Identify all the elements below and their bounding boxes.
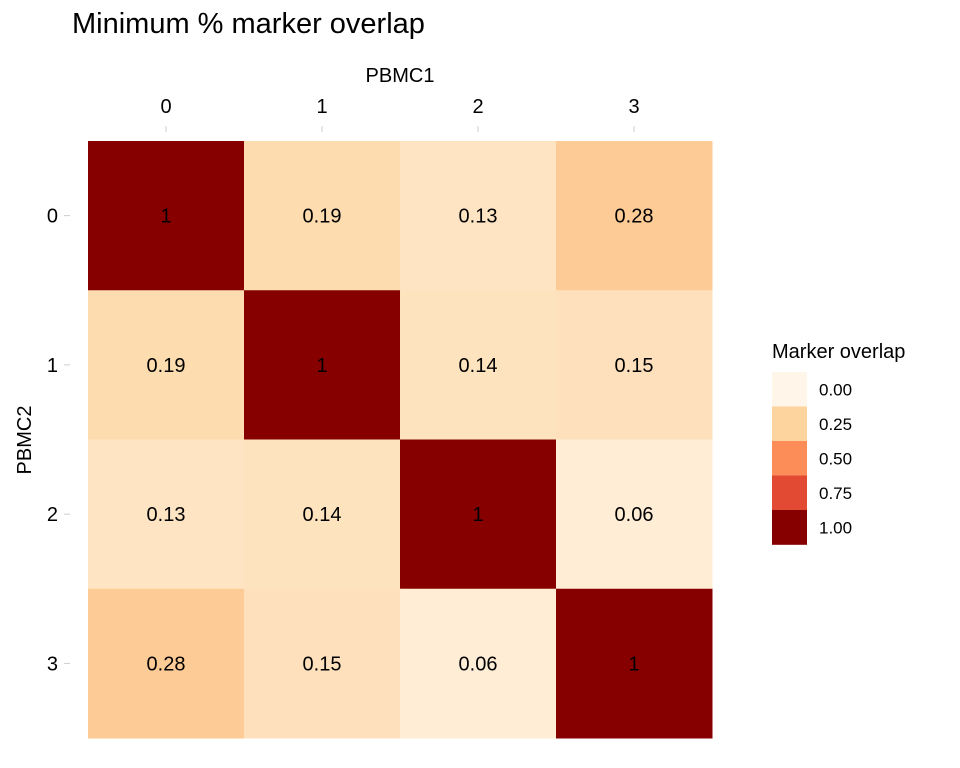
heatmap-cell <box>244 588 401 739</box>
heatmap-cell <box>88 290 245 440</box>
heatmap-cell <box>244 439 401 590</box>
x-tick-label: 1 <box>316 96 327 118</box>
cell-value-label: 0.28 <box>147 653 186 675</box>
heatmap-cell <box>556 439 713 590</box>
cell-value-label: 0.13 <box>459 206 498 228</box>
cell-value-label: 1 <box>316 355 327 377</box>
legend: Marker overlap 0.00 0.25 0.50 0.75 1.00 <box>772 341 905 545</box>
x-tick-label: 3 <box>628 96 639 118</box>
cell-value-label: 0.06 <box>459 653 498 675</box>
legend-break-label: 0.50 <box>819 449 852 468</box>
legend-color-key <box>772 372 807 407</box>
legend-title: Marker overlap <box>772 341 905 363</box>
heatmap-cell <box>556 290 713 440</box>
cell-value-label: 0.15 <box>615 355 654 377</box>
heatmap-cell <box>556 588 713 739</box>
chart-title: Minimum % marker overlap <box>72 8 425 40</box>
cell-value-label: 0.19 <box>303 206 342 228</box>
cell-value-label: 1 <box>472 504 483 526</box>
y-tick-label: 3 <box>47 653 58 675</box>
heatmap-cell <box>400 290 557 440</box>
y-axis: 0 1 2 3 <box>47 206 70 675</box>
heatmap-cell <box>88 141 245 291</box>
legend-color-key <box>772 510 807 545</box>
cell-value-label: 0.15 <box>303 653 342 675</box>
heatmap-cell <box>556 141 713 291</box>
y-axis-title: PBMC2 <box>14 406 36 475</box>
y-tick-label: 1 <box>47 355 58 377</box>
x-axis-title: PBMC1 <box>366 65 435 87</box>
legend-break-label: 1.00 <box>819 518 852 537</box>
y-tick-label: 2 <box>47 504 58 526</box>
heatmap-cell-labels: 1 0.19 0.13 0.28 0.19 1 0.14 0.15 0.13 0.14 1 0.06 0… <box>147 206 654 676</box>
cell-value-label: 0.14 <box>303 504 342 526</box>
y-tick-label: 0 <box>47 206 58 228</box>
x-axis: 0 1 2 3 <box>160 96 640 132</box>
heatmap-cell <box>400 141 557 291</box>
cell-value-label: 0.28 <box>615 206 654 228</box>
cell-value-label: 1 <box>628 653 639 675</box>
heatmap-cell <box>88 588 245 739</box>
heatmap-cell <box>244 141 401 291</box>
legend-color-key <box>772 406 807 442</box>
cell-value-label: 0.06 <box>615 504 654 526</box>
x-tick-label: 0 <box>160 96 171 118</box>
cell-value-label: 1 <box>160 206 171 228</box>
legend-color-key <box>772 475 807 511</box>
cell-value-label: 0.13 <box>147 504 186 526</box>
x-tick-label: 2 <box>472 96 483 118</box>
legend-color-key <box>772 441 807 476</box>
heatmap-cell <box>88 439 245 590</box>
heatmap-cell <box>244 290 401 440</box>
cell-value-label: 0.14 <box>459 355 498 377</box>
heatmap-cell <box>400 588 557 739</box>
heatmap-cell <box>400 439 557 590</box>
legend-break-label: 0.75 <box>819 484 852 503</box>
legend-break-label: 0.00 <box>819 380 852 399</box>
heatmap-cells <box>88 141 713 739</box>
cell-value-label: 0.19 <box>147 355 186 377</box>
legend-break-label: 0.25 <box>819 415 852 434</box>
